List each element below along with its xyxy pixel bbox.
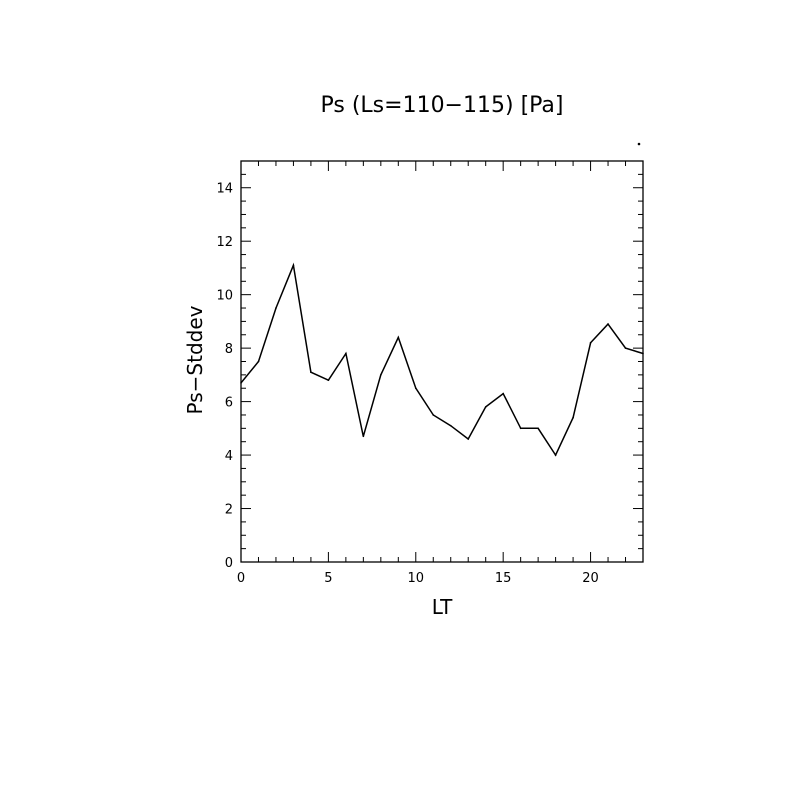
y-axis: 0 2 4 6 8 10 12 14 [216,160,643,571]
plot-area-border [240,160,644,563]
data-point [257,360,260,363]
y-axis-label: Ps−Stddev [183,305,207,414]
y-tick-label: 4 [225,449,233,464]
data-point [589,341,592,344]
y-tick-label: 8 [225,342,233,357]
data-point [380,374,382,376]
data-point [240,382,242,384]
data-point [484,406,487,408]
y-tick-label: 14 [216,182,233,197]
data-point [642,352,644,355]
x-tick-label: 20 [582,571,599,586]
data-point [502,392,504,395]
y-tick-label: 0 [225,556,233,571]
data-point [572,416,574,419]
data-point [414,387,417,390]
data-point [275,307,277,309]
y-tick-label: 10 [216,289,233,304]
series-layer [240,262,644,457]
data-point [362,435,365,438]
x-axis-label: LT [432,595,453,619]
data-point [397,336,400,339]
data-point [607,323,609,325]
y-tick-label: 6 [225,396,233,411]
data-point [519,427,522,430]
y-tick-label: 12 [216,235,233,250]
data-point [310,371,312,373]
data-point [292,264,295,267]
data-point [432,414,435,416]
x-tick-label: 5 [324,571,332,586]
data-point [537,427,539,430]
plot-frame [240,160,644,563]
corner-dot [637,142,641,146]
x-tick-label: 10 [408,571,425,586]
data-point [554,454,557,456]
chart-title: Ps (Ls=110−115) [Pa] [321,93,564,118]
x-tick-label: 0 [237,571,245,586]
data-point [327,379,330,382]
data-point [449,424,452,427]
series-line [240,262,644,457]
data-point [345,352,347,355]
data-point [624,347,627,349]
x-axis: 0 5 10 15 20 [237,161,644,586]
data-point [467,438,470,440]
y-tick-label: 2 [225,503,233,518]
x-tick-label: 15 [495,571,512,586]
